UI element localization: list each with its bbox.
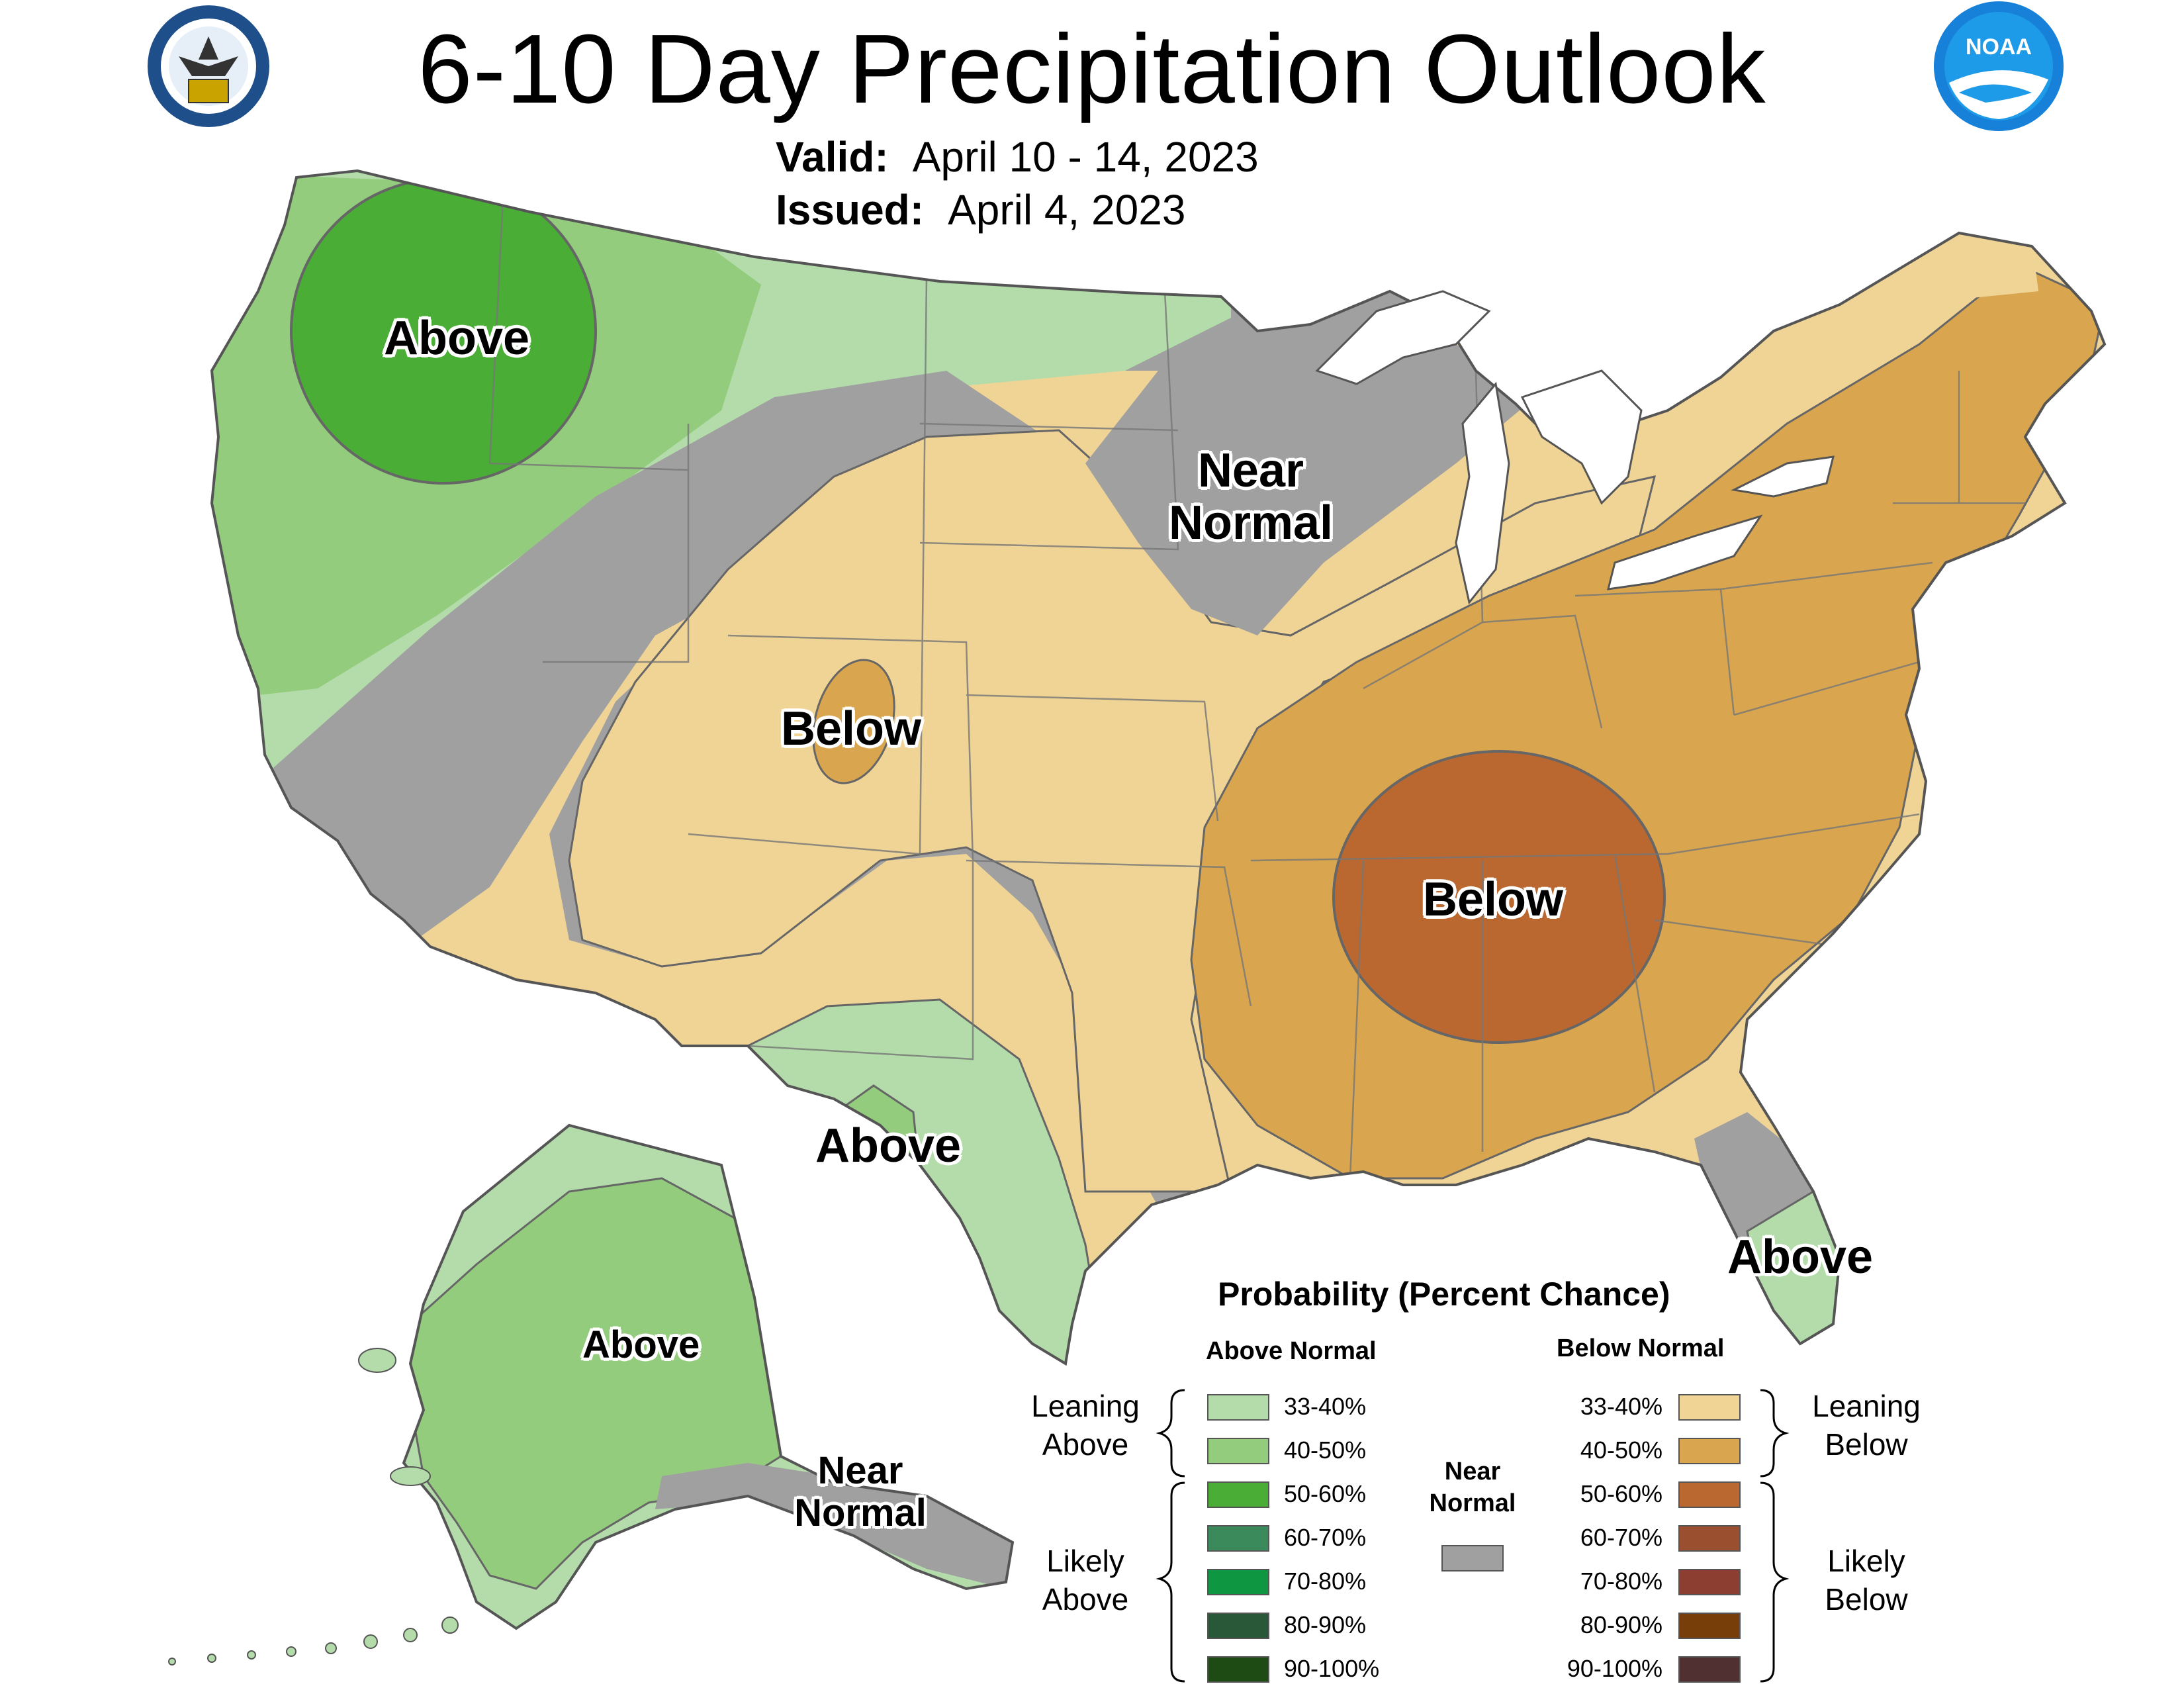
region-label-alaska-se-line1: Near xyxy=(817,1449,903,1492)
below-40-50-colorado xyxy=(812,659,895,784)
legend-swatch-below-80-90 xyxy=(1678,1613,1741,1639)
valid-label: Valid: xyxy=(776,133,889,181)
legend-swatch-above-90-100 xyxy=(1207,1656,1269,1683)
valid-value: April 10 - 14, 2023 xyxy=(912,133,1259,181)
legend-label-above-90-100: 90-100% xyxy=(1284,1655,1380,1682)
noaa-logo xyxy=(1934,1,2064,131)
legend-label-above-33-40: 33-40% xyxy=(1284,1393,1367,1420)
issued-value: April 4, 2023 xyxy=(948,186,1186,234)
legend-likely-below: Likely Below xyxy=(1794,1542,1939,1618)
region-label-alaska: Above xyxy=(582,1323,700,1366)
alaska-outline xyxy=(402,1123,1015,1630)
legend-near-normal-swatch xyxy=(1441,1545,1504,1571)
legend-label-below-33-40: 33-40% xyxy=(1580,1393,1662,1420)
aleutian-islands xyxy=(168,1348,459,1665)
legend-label-below-60-70: 60-70% xyxy=(1580,1524,1662,1551)
legend-leaning-above-line2: Above xyxy=(1042,1427,1129,1462)
legend-below-header: Below Normal xyxy=(1557,1335,1725,1362)
region-label-alaska-se-line2: Normal xyxy=(794,1491,927,1534)
department-of-commerce-seal xyxy=(148,5,269,127)
legend-likely-above-line1: Likely xyxy=(1046,1544,1124,1578)
issued-line: Issued: April 4, 2023 xyxy=(776,185,1185,234)
region-label-upper-midwest-line2: Normal xyxy=(1168,496,1334,550)
legend-label-below-80-90: 80-90% xyxy=(1580,1611,1662,1638)
legend-likely-above: Likely Above xyxy=(1013,1542,1158,1618)
region-label-alaska-southeast: Near Normal xyxy=(788,1450,933,1534)
legend-swatch-below-70-80 xyxy=(1678,1569,1741,1595)
great-lakes xyxy=(1315,290,1835,605)
below-50-60-tennessee-valley xyxy=(1332,750,1666,1044)
legend-label-below-70-80: 70-80% xyxy=(1580,1568,1662,1595)
region-label-west-texas: Above xyxy=(815,1119,962,1172)
legend-swatch-below-90-100 xyxy=(1678,1656,1741,1683)
legend-label-below-50-60: 50-60% xyxy=(1580,1480,1662,1507)
legend-title: Probability (Percent Chance) xyxy=(1218,1276,1670,1313)
legend-swatch-below-40-50 xyxy=(1678,1438,1741,1464)
issued-label: Issued: xyxy=(776,186,925,234)
conus-shading xyxy=(212,171,2105,1364)
legend-label-above-60-70: 60-70% xyxy=(1284,1524,1367,1551)
legend-leaning-below-line1: Leaning xyxy=(1812,1389,1921,1423)
legend-above-header: Above Normal xyxy=(1206,1337,1377,1365)
legend-swatch-above-70-80 xyxy=(1207,1569,1269,1595)
legend-swatch-above-40-50 xyxy=(1207,1438,1269,1464)
legend-leaning-below: Leaning Below xyxy=(1794,1387,1939,1464)
legend-leaning-above-line1: Leaning xyxy=(1031,1389,1140,1423)
legend-likely-below-line1: Likely xyxy=(1827,1544,1905,1578)
legend-swatch-below-60-70 xyxy=(1678,1525,1741,1552)
legend-leaning-below-line2: Below xyxy=(1825,1427,1908,1462)
legend-swatch-above-80-90 xyxy=(1207,1613,1269,1639)
legend-label-above-40-50: 40-50% xyxy=(1284,1436,1367,1464)
region-label-tennessee-valley: Below xyxy=(1423,873,1564,926)
region-label-colorado: Below xyxy=(781,702,922,755)
region-label-northwest: Above xyxy=(384,312,530,365)
legend-likely-above-line2: Above xyxy=(1042,1581,1129,1617)
legend-label-above-70-80: 70-80% xyxy=(1284,1568,1367,1595)
legend-label-below-90-100: 90-100% xyxy=(1567,1655,1662,1682)
page-title: 6-10 Day Precipitation Outlook xyxy=(418,15,1766,124)
near-normal-upper-midwest xyxy=(1085,311,1535,635)
legend-swatch-above-50-60 xyxy=(1207,1481,1269,1508)
legend-near-normal-line2: Normal xyxy=(1429,1489,1516,1517)
alaska-shading xyxy=(404,1125,1013,1628)
legend-swatch-below-50-60 xyxy=(1678,1481,1741,1508)
legend-label-above-80-90: 80-90% xyxy=(1284,1611,1367,1638)
region-label-upper-midwest-line1: Near xyxy=(1197,444,1304,497)
legend-label-below-40-50: 40-50% xyxy=(1580,1436,1662,1464)
valid-line: Valid: April 10 - 14, 2023 xyxy=(776,132,1259,181)
legend-swatch-above-33-40 xyxy=(1207,1394,1269,1421)
legend-swatch-above-60-70 xyxy=(1207,1525,1269,1552)
legend-label-above-50-60: 50-60% xyxy=(1284,1480,1367,1507)
legend-near-normal: Near Normal xyxy=(1410,1456,1535,1519)
legend-leaning-above: Leaning Above xyxy=(1013,1387,1158,1464)
region-label-upper-midwest: Near Normal xyxy=(1169,444,1333,549)
legend-likely-below-line2: Below xyxy=(1825,1581,1908,1617)
legend-swatch-below-33-40 xyxy=(1678,1394,1741,1421)
noaa-logo-text: NOAA xyxy=(1965,34,2032,60)
region-label-florida: Above xyxy=(1727,1231,1874,1284)
legend-near-normal-line1: Near xyxy=(1444,1458,1501,1485)
